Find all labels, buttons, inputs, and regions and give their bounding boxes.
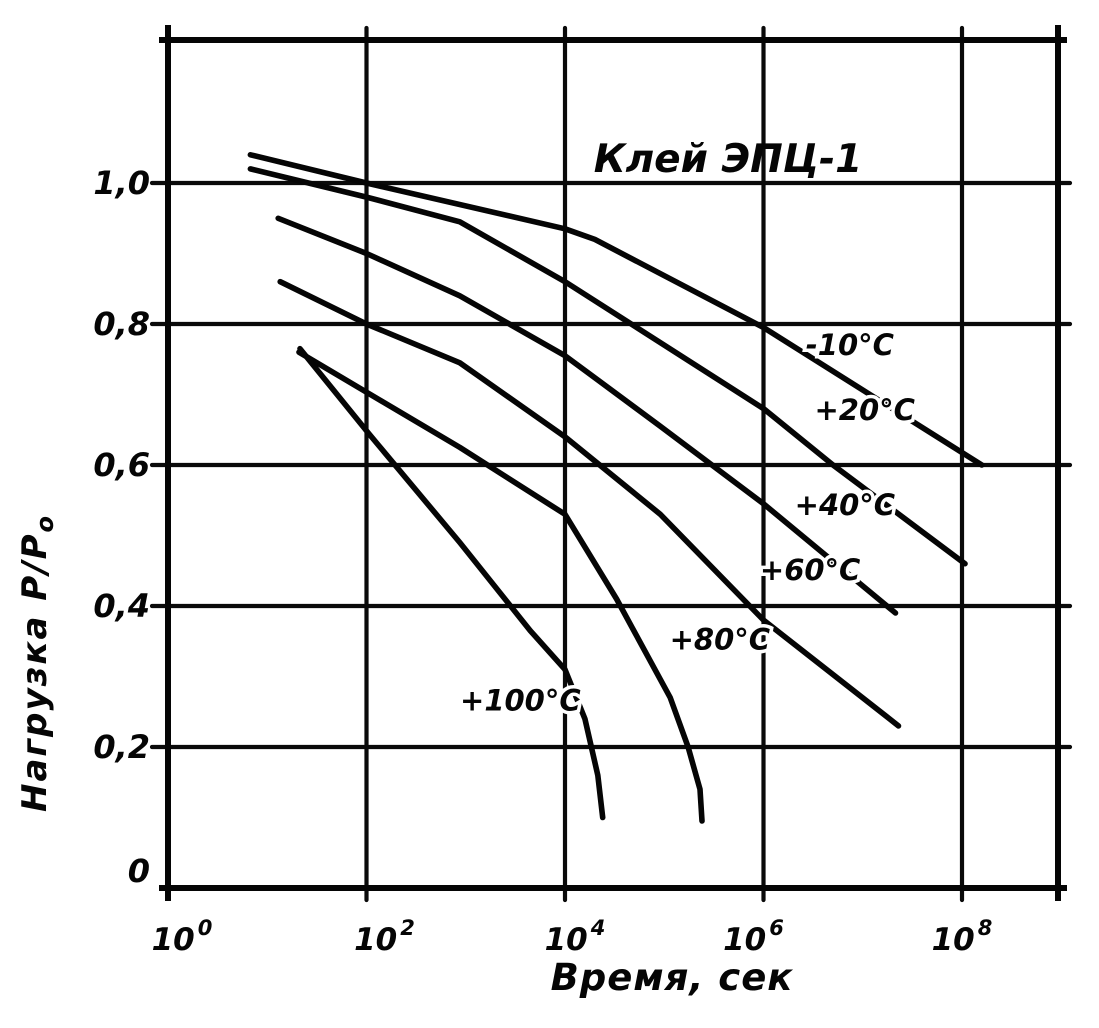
curves (247, 152, 985, 824)
curve-labels: -10°C +20°C +40°C +60°C +80°C +100°C (457, 325, 919, 721)
curve-label-+100C: +100°C (460, 683, 581, 717)
y-tick-label: 0,8 (93, 305, 150, 343)
curve-label-+60C: +60°C (760, 553, 860, 587)
curve--10C (247, 152, 985, 468)
y-axis-label: Нагрузка P/Po (15, 514, 59, 812)
curve-+20C (247, 166, 968, 567)
y-tick-label: 0 (128, 852, 150, 890)
y-tick-labels: 1,0 0,8 0,6 0,4 0,2 0 (93, 164, 150, 890)
x-tick-label: 10 8 (932, 916, 993, 958)
x-tick-labels: 10 0 10 2 10 4 10 6 10 8 (152, 916, 993, 958)
curve-label-+80C: +80°C (670, 623, 770, 657)
y-axis-label-text: Нагрузка P/Po (15, 514, 59, 812)
y-tick-label: 0,6 (93, 446, 150, 484)
curve-label-+40C: +40°C (795, 488, 895, 522)
curve-+80C (296, 349, 705, 824)
x-tick-label: 10 4 (545, 916, 606, 958)
x-tick-label: 10 0 (152, 916, 213, 958)
chart-title: Клей ЭПЦ-1 (594, 137, 863, 182)
curve-+60C (277, 278, 902, 729)
curve-label--10C: -10°C (806, 328, 894, 362)
y-tick-label: 1,0 (93, 164, 150, 202)
x-axis-label: Время, сек (551, 956, 794, 999)
plot-frame (159, 25, 1067, 901)
x-tick-label: 10 6 (723, 916, 784, 958)
curve-+40C (275, 215, 899, 616)
x-tick-label: 10 2 (354, 916, 415, 958)
y-tick-label: 0,4 (93, 587, 150, 625)
y-tick-label: 0,2 (93, 728, 150, 766)
curve-+100C (297, 345, 606, 821)
curve-label-+20C: +20°C (815, 393, 915, 427)
